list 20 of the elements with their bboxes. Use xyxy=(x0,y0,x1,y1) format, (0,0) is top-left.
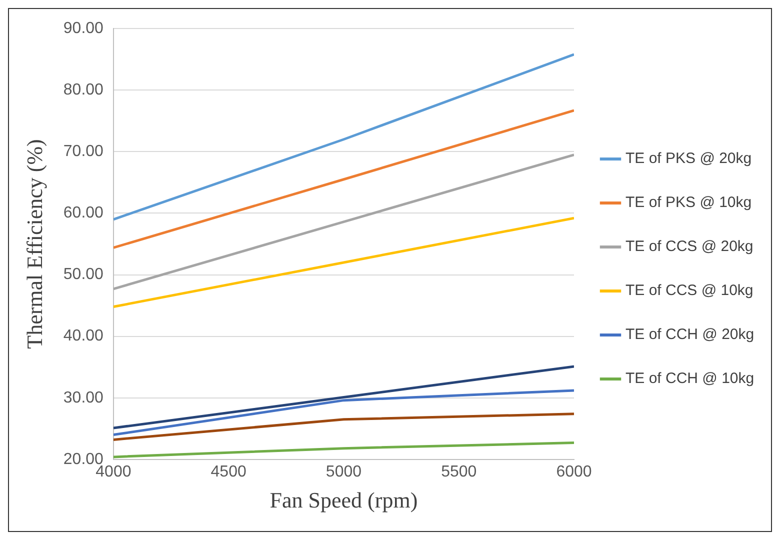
legend-label: TE of PKS @ 10kg xyxy=(626,194,752,212)
x-tick-label: 4500 xyxy=(210,463,246,480)
y-tick-label: 40.00 xyxy=(63,328,104,345)
x-tick-label: 5500 xyxy=(441,463,477,480)
y-tick-label: 30.00 xyxy=(63,389,104,406)
x-axis-title: Fan Speed (rpm) xyxy=(270,488,418,513)
y-tick-label: 60.00 xyxy=(63,204,104,222)
x-tick-label: 6000 xyxy=(556,463,592,480)
legend-label: TE of CCH @ 20kg xyxy=(626,326,754,344)
y-tick-label: 80.00 xyxy=(63,82,104,99)
legend-label: TE of PKS @ 20kg xyxy=(626,150,752,168)
y-tick-label: 90.00 xyxy=(63,20,104,38)
legend-label: TE of CCS @ 10kg xyxy=(626,282,754,300)
legend-label: TE of CCH @ 10kg xyxy=(626,370,754,388)
y-tick-label: 50.00 xyxy=(63,266,104,284)
legend-label: TE of CCS @ 20kg xyxy=(626,238,754,256)
y-tick-label: 70.00 xyxy=(63,143,104,160)
x-tick-label: 5000 xyxy=(326,463,362,480)
y-axis-title: Thermal Efficiency (%) xyxy=(22,139,47,349)
x-tick-label: 4000 xyxy=(96,463,132,480)
